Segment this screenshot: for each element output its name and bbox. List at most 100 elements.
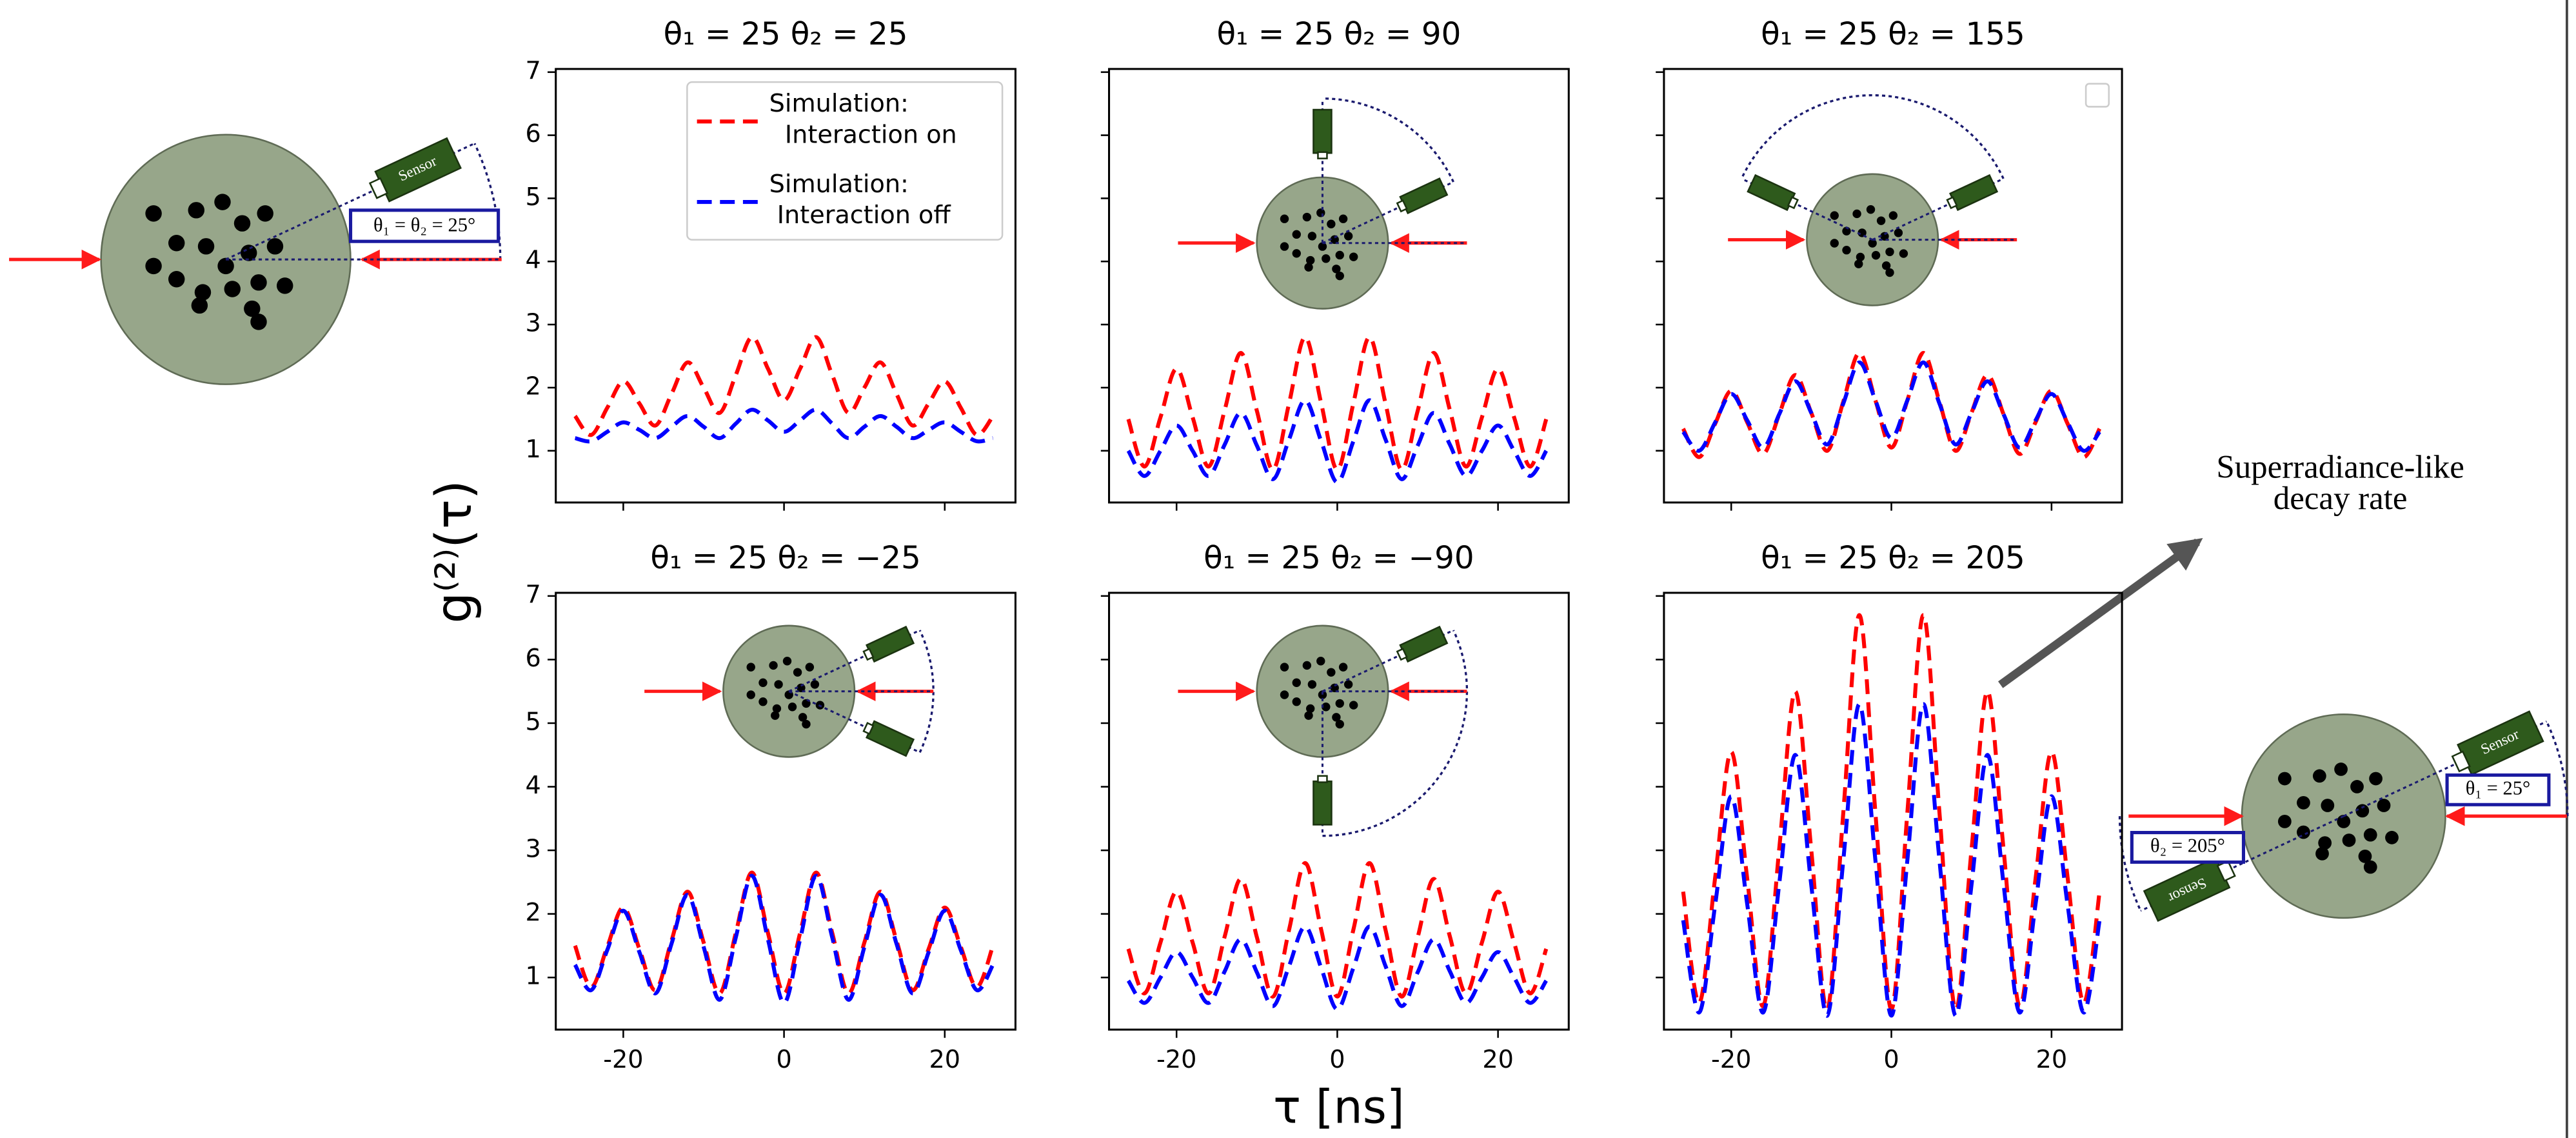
y-tick-label: 5 <box>526 708 541 736</box>
atom <box>1302 212 1312 222</box>
x-axis-label: τ [ns] <box>1273 1080 1404 1133</box>
sensor <box>1396 177 1449 215</box>
sensor <box>862 625 915 663</box>
atom <box>2297 795 2310 810</box>
sensor <box>1313 108 1333 159</box>
atom <box>2363 860 2377 874</box>
atom <box>774 680 783 689</box>
x-tick-label: 20 <box>929 1046 961 1074</box>
y-tick-label: 6 <box>526 644 541 673</box>
angle-arc <box>473 143 502 260</box>
data-line <box>1681 351 2102 459</box>
atom <box>2358 850 2372 863</box>
panel-title: θ₁ = 25 θ₂ = −90 <box>1204 540 1474 576</box>
angle-label-box <box>349 208 500 243</box>
atom <box>758 697 768 706</box>
y-tick-label: 7 <box>526 581 541 609</box>
atom <box>2297 825 2310 839</box>
sensor-cap <box>1396 648 1408 661</box>
atom <box>1292 678 1301 687</box>
sensor-body <box>1313 108 1333 154</box>
atom <box>1343 680 1353 689</box>
data-line <box>573 335 995 437</box>
atom <box>1306 704 1315 714</box>
axes-frame <box>1663 592 2123 1031</box>
x-tick-label: 20 <box>1482 1046 1514 1074</box>
panel-title: θ₁ = 25 θ₂ = 205 <box>1761 540 2025 576</box>
data-line <box>1126 924 1548 1012</box>
atom <box>2277 815 2292 828</box>
atom <box>1280 690 1289 699</box>
data-line <box>1681 702 2102 1018</box>
atom <box>2312 769 2326 783</box>
atom <box>1322 703 1331 712</box>
angle-label: θ₁ = θ₂ = 25° <box>373 214 475 235</box>
atom <box>214 194 231 210</box>
atom <box>277 277 293 294</box>
atom <box>1307 232 1317 241</box>
sensor-cap <box>1317 151 1328 159</box>
empty-legend <box>2085 83 2110 108</box>
atom <box>1894 228 1903 237</box>
atom <box>1856 252 1865 262</box>
atom <box>250 274 267 291</box>
sensor-cap <box>1317 775 1328 783</box>
atom <box>1335 699 1344 708</box>
atom <box>1302 661 1312 670</box>
x-tick-label: -20 <box>603 1046 643 1074</box>
angle-label: θ₁ = 25° <box>2466 777 2531 799</box>
atom <box>802 719 811 729</box>
sensor: Sensor <box>2143 856 2236 923</box>
atom <box>788 703 797 712</box>
atom <box>1318 242 1327 251</box>
atom <box>244 300 261 317</box>
y-tick-label: 1 <box>526 435 541 464</box>
atom <box>188 202 204 219</box>
x-tick-label: 0 <box>1329 1046 1345 1074</box>
legend-label: Simulation: Interaction off <box>769 169 951 230</box>
atom <box>1318 690 1327 699</box>
atom <box>2342 834 2356 847</box>
data-line <box>1126 861 1549 999</box>
atom <box>1338 663 1348 672</box>
atom <box>2315 846 2329 861</box>
atom <box>1332 713 1341 722</box>
y-tick-label: 2 <box>526 899 541 927</box>
y-axis-label: g⁽²⁾(τ) <box>426 480 483 623</box>
angle-arc <box>1322 630 1469 837</box>
atom <box>782 657 792 666</box>
atom <box>194 284 212 301</box>
sensor <box>862 720 915 757</box>
atom <box>769 661 778 670</box>
atom <box>217 257 234 275</box>
atom <box>1852 209 1861 219</box>
annotation: Superradiance-like decay rate <box>2216 453 2464 517</box>
annotation-arrow <box>1997 538 2203 688</box>
atom <box>1854 259 1863 268</box>
atom <box>241 245 257 261</box>
atom <box>1830 211 1839 220</box>
x-tick-label: 20 <box>2036 1046 2068 1074</box>
atom <box>1335 271 1344 281</box>
y-tick-label: 3 <box>526 310 541 338</box>
atom <box>746 663 755 672</box>
legend-entry-box: Simulation: Interaction off <box>769 169 951 230</box>
axes-frame <box>555 592 1016 1031</box>
atom <box>2321 799 2335 812</box>
sensor-cap <box>368 177 389 199</box>
axes-frame <box>555 68 1016 504</box>
atom <box>1335 250 1344 260</box>
data-line <box>1126 335 1549 472</box>
sensor-cap <box>1396 199 1408 213</box>
annotation-box: Superradiance-like decay rate <box>2216 453 2464 517</box>
atom <box>1899 249 1908 258</box>
atom <box>197 238 215 255</box>
atom <box>1327 219 1336 228</box>
atom <box>1335 719 1344 729</box>
atom <box>793 668 802 677</box>
atom <box>1322 254 1331 263</box>
atom <box>798 713 807 722</box>
atom <box>1868 239 1877 248</box>
